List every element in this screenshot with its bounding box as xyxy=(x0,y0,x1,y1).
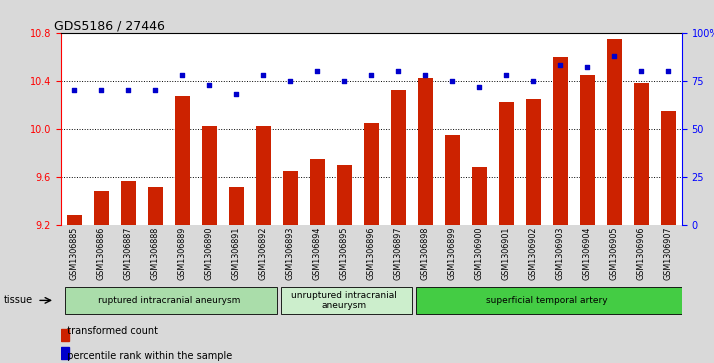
Bar xyxy=(445,135,460,225)
Bar xyxy=(175,97,190,225)
Point xyxy=(420,72,431,78)
Point xyxy=(149,87,161,93)
Text: GSM1306901: GSM1306901 xyxy=(502,226,511,280)
Point xyxy=(258,72,269,78)
Point xyxy=(176,72,188,78)
Text: GSM1306903: GSM1306903 xyxy=(555,226,565,280)
Point xyxy=(663,68,674,74)
FancyBboxPatch shape xyxy=(281,287,412,314)
Bar xyxy=(61,329,69,341)
Point xyxy=(123,87,134,93)
Bar xyxy=(256,126,271,225)
Text: GSM1306887: GSM1306887 xyxy=(124,226,133,280)
Text: GSM1306890: GSM1306890 xyxy=(205,226,213,280)
Bar xyxy=(121,180,136,225)
Bar xyxy=(202,126,216,225)
Point xyxy=(582,64,593,70)
Point xyxy=(528,78,539,84)
Point xyxy=(203,82,215,87)
Bar xyxy=(661,111,675,225)
Text: GSM1306896: GSM1306896 xyxy=(367,226,376,280)
Point xyxy=(338,78,350,84)
Bar xyxy=(148,187,163,225)
Text: GSM1306899: GSM1306899 xyxy=(448,226,457,280)
FancyBboxPatch shape xyxy=(65,287,277,314)
Bar xyxy=(499,102,514,225)
Text: GSM1306905: GSM1306905 xyxy=(610,226,619,280)
Bar xyxy=(337,165,352,225)
Point xyxy=(231,91,242,97)
Point xyxy=(96,87,107,93)
Text: GSM1306893: GSM1306893 xyxy=(286,226,295,280)
Point xyxy=(393,68,404,74)
Text: transformed count: transformed count xyxy=(61,326,158,336)
Text: superficial temporal artery: superficial temporal artery xyxy=(486,296,608,305)
Bar xyxy=(364,123,378,225)
FancyBboxPatch shape xyxy=(416,287,682,314)
Text: GSM1306886: GSM1306886 xyxy=(96,226,106,280)
Text: percentile rank within the sample: percentile rank within the sample xyxy=(61,351,232,361)
Text: GSM1306889: GSM1306889 xyxy=(178,226,187,280)
Point xyxy=(366,72,377,78)
Point xyxy=(501,72,512,78)
Bar xyxy=(283,171,298,225)
Bar xyxy=(310,159,325,225)
Point xyxy=(311,68,323,74)
Bar xyxy=(472,167,487,225)
Bar xyxy=(61,347,69,359)
Text: GSM1306904: GSM1306904 xyxy=(583,226,592,280)
Text: GSM1306888: GSM1306888 xyxy=(151,226,160,280)
Bar xyxy=(526,99,540,225)
Bar xyxy=(634,83,649,225)
Text: GSM1306895: GSM1306895 xyxy=(340,226,348,280)
Text: GSM1306897: GSM1306897 xyxy=(394,226,403,280)
Bar xyxy=(580,75,595,225)
Text: tissue: tissue xyxy=(4,295,33,305)
Text: GSM1306900: GSM1306900 xyxy=(475,226,484,280)
Text: GSM1306907: GSM1306907 xyxy=(664,226,673,280)
Text: GSM1306891: GSM1306891 xyxy=(232,226,241,280)
Point xyxy=(608,53,620,59)
Text: GDS5186 / 27446: GDS5186 / 27446 xyxy=(54,20,164,33)
Text: ruptured intracranial aneurysm: ruptured intracranial aneurysm xyxy=(98,296,240,305)
Point xyxy=(635,68,647,74)
Text: GSM1306894: GSM1306894 xyxy=(313,226,322,280)
Text: GSM1306892: GSM1306892 xyxy=(258,226,268,280)
Bar xyxy=(553,57,568,225)
Point xyxy=(285,78,296,84)
Bar xyxy=(391,90,406,225)
Bar xyxy=(67,216,81,225)
Bar xyxy=(94,191,109,225)
Point xyxy=(446,78,458,84)
Text: GSM1306902: GSM1306902 xyxy=(529,226,538,280)
Point xyxy=(473,83,485,89)
Bar xyxy=(607,39,622,225)
Text: GSM1306885: GSM1306885 xyxy=(70,226,79,280)
Bar xyxy=(228,187,243,225)
Point xyxy=(69,87,80,93)
Text: GSM1306906: GSM1306906 xyxy=(637,226,646,280)
Text: unruptured intracranial
aneurysm: unruptured intracranial aneurysm xyxy=(291,291,397,310)
Point xyxy=(555,62,566,68)
Bar xyxy=(418,78,433,225)
Text: GSM1306898: GSM1306898 xyxy=(421,226,430,280)
